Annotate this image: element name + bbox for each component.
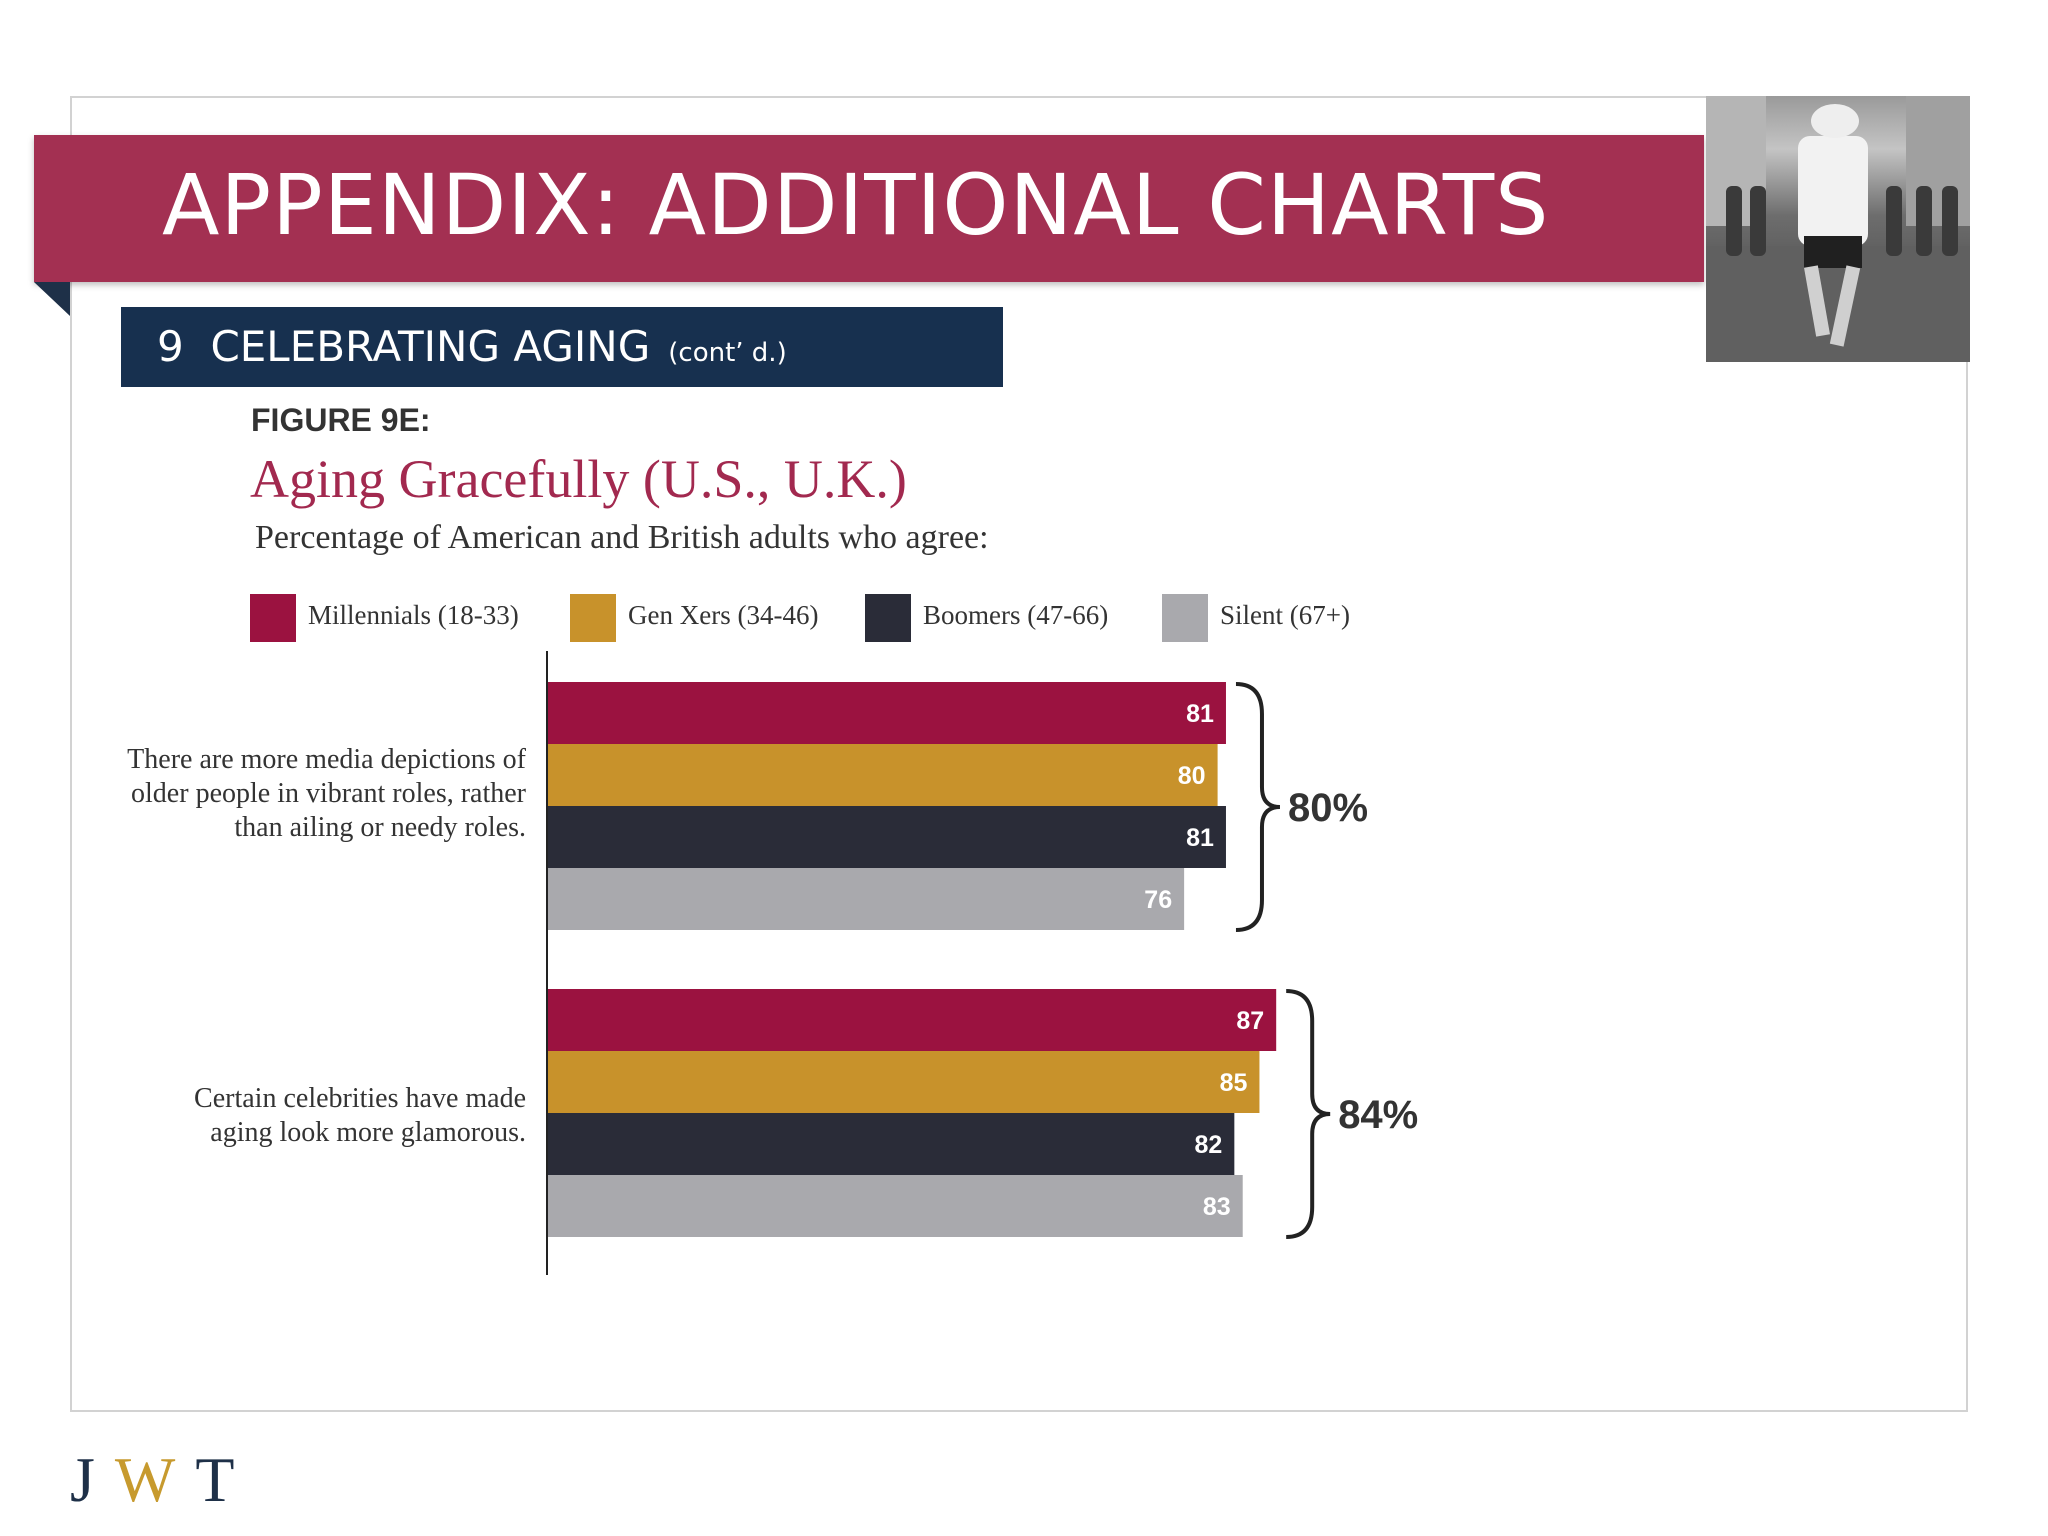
y-axis-line	[546, 651, 548, 1275]
chart-subtitle: Percentage of American and British adult…	[255, 519, 989, 556]
photo-runner	[1798, 136, 1868, 246]
category-label: There are more media depictions of older…	[127, 744, 526, 843]
logo-w: W	[114, 1444, 196, 1515]
chart-title: Aging Gracefully (U.S., U.K.)	[250, 449, 907, 509]
photo-crowd	[1750, 186, 1766, 256]
jwt-logo: JWT	[70, 1443, 254, 1517]
photo-runner-head	[1811, 104, 1859, 138]
logo-t: T	[195, 1444, 255, 1515]
category-label: Certain celebrities have made aging look…	[194, 1083, 526, 1148]
legend-label: Millennials (18-33)	[308, 600, 519, 630]
photo-crowd	[1726, 186, 1742, 256]
section-number: 9	[157, 322, 184, 371]
photo-runner-shorts	[1804, 236, 1862, 268]
marathon-runner-photo	[1706, 96, 1970, 362]
title-banner-fold	[34, 282, 70, 316]
photo-crowd	[1886, 186, 1902, 256]
legend-label: Boomers (47-66)	[923, 600, 1109, 630]
section-heading: 9 CELEBRATING AGING (cont’ d.)	[157, 307, 787, 393]
legend-swatch	[1162, 594, 1208, 642]
title-banner: APPENDIX: ADDITIONAL CHARTS	[34, 135, 1704, 282]
section-bar: 9 CELEBRATING AGING (cont’ d.)	[121, 307, 1003, 387]
legend-swatch	[865, 594, 911, 642]
section-subtitle: (cont’ d.)	[668, 338, 787, 368]
photo-crowd	[1942, 186, 1958, 256]
logo-j: J	[70, 1444, 115, 1515]
slide-title: APPENDIX: ADDITIONAL CHARTS	[162, 156, 1550, 254]
figure-label: FIGURE 9E:	[251, 402, 431, 438]
legend-swatch	[250, 594, 296, 642]
legend-swatch	[570, 594, 616, 642]
section-title: CELEBRATING AGING	[210, 322, 651, 371]
legend-label: Gen Xers (34-46)	[628, 600, 819, 630]
legend-label: Silent (67+)	[1220, 600, 1350, 630]
photo-crowd	[1916, 186, 1932, 256]
